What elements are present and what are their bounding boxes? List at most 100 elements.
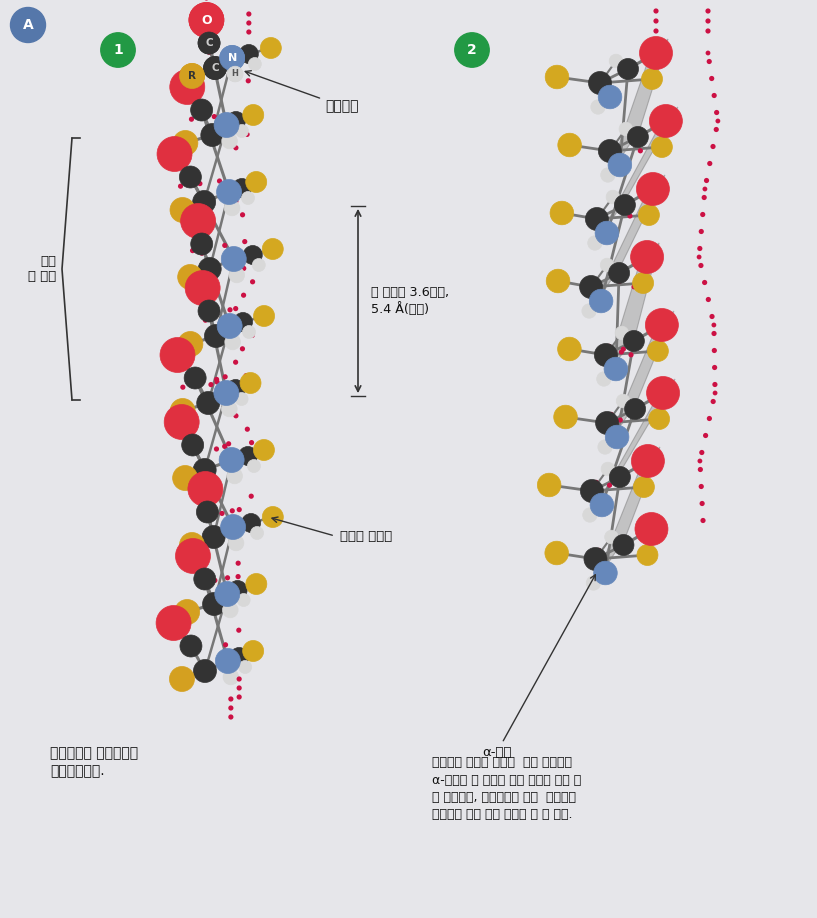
Text: 2: 2 xyxy=(467,43,477,57)
Circle shape xyxy=(100,33,135,67)
Circle shape xyxy=(596,372,611,386)
Point xyxy=(246,274,259,289)
Point xyxy=(231,516,244,531)
Circle shape xyxy=(202,525,225,548)
Point xyxy=(708,88,721,103)
Circle shape xyxy=(228,535,244,551)
Circle shape xyxy=(589,289,613,313)
Circle shape xyxy=(248,58,261,71)
Circle shape xyxy=(237,594,250,607)
Point xyxy=(603,339,616,353)
Circle shape xyxy=(558,337,581,361)
Point xyxy=(210,372,223,386)
Circle shape xyxy=(169,666,194,691)
Circle shape xyxy=(633,476,654,498)
Point xyxy=(225,700,238,715)
Circle shape xyxy=(600,168,615,182)
Point xyxy=(694,258,708,273)
Text: R: R xyxy=(188,71,196,81)
Circle shape xyxy=(194,568,216,590)
Circle shape xyxy=(190,99,212,121)
Point xyxy=(239,181,252,196)
Circle shape xyxy=(262,507,283,528)
Circle shape xyxy=(243,326,256,339)
Point xyxy=(194,176,207,191)
Circle shape xyxy=(221,133,238,149)
Circle shape xyxy=(220,46,244,71)
Point xyxy=(624,347,637,362)
Text: 수소결합: 수소결합 xyxy=(245,71,359,113)
Circle shape xyxy=(157,137,192,172)
Circle shape xyxy=(227,66,243,82)
Circle shape xyxy=(221,514,246,540)
Point xyxy=(203,45,216,60)
Circle shape xyxy=(601,462,614,476)
Circle shape xyxy=(604,357,627,381)
Point xyxy=(707,140,720,154)
Point xyxy=(200,0,213,6)
Circle shape xyxy=(253,306,275,327)
Point xyxy=(615,344,628,359)
Point xyxy=(623,208,636,223)
Circle shape xyxy=(246,172,266,193)
Point xyxy=(614,413,627,428)
Circle shape xyxy=(214,113,239,138)
Point xyxy=(703,54,716,69)
Circle shape xyxy=(243,641,264,662)
Point xyxy=(219,369,232,384)
Point xyxy=(244,489,257,504)
Circle shape xyxy=(596,411,618,434)
Circle shape xyxy=(198,300,220,322)
Circle shape xyxy=(538,473,561,497)
Point xyxy=(650,24,663,39)
Point xyxy=(700,174,713,188)
Circle shape xyxy=(180,635,202,657)
Circle shape xyxy=(615,326,628,340)
Circle shape xyxy=(194,659,217,682)
Circle shape xyxy=(587,236,602,251)
Point xyxy=(239,315,252,330)
Circle shape xyxy=(558,133,582,157)
Circle shape xyxy=(591,100,605,114)
Circle shape xyxy=(579,275,603,298)
Circle shape xyxy=(636,173,669,206)
Point xyxy=(231,569,244,584)
Text: 펩타이드 평면은 나선과  대략 평행이며
α-탄소가 이 평면의 경첩 역할을 하고 있
는 형태인데, 나선구조는 이런  펩타이드
평면들이 쌓여 있는 : 펩타이드 평면은 나선과 대략 평행이며 α-탄소가 이 평면의 경첩 역할을 … xyxy=(432,756,581,822)
Circle shape xyxy=(243,105,264,126)
Point xyxy=(232,556,245,571)
Circle shape xyxy=(224,200,240,216)
Circle shape xyxy=(608,153,632,177)
Point xyxy=(706,309,719,324)
Circle shape xyxy=(645,308,678,341)
Circle shape xyxy=(650,105,682,138)
Point xyxy=(216,506,229,521)
Point xyxy=(602,409,615,424)
Circle shape xyxy=(189,3,224,38)
Circle shape xyxy=(216,648,240,674)
Circle shape xyxy=(230,647,248,666)
Point xyxy=(211,375,224,389)
Circle shape xyxy=(11,7,46,42)
Point xyxy=(234,449,247,464)
Circle shape xyxy=(637,544,658,565)
Circle shape xyxy=(614,195,636,216)
Point xyxy=(702,24,715,39)
Point xyxy=(710,106,723,120)
Circle shape xyxy=(647,341,668,362)
Circle shape xyxy=(649,409,670,430)
Point xyxy=(617,341,630,356)
Point xyxy=(243,25,256,39)
Polygon shape xyxy=(604,243,659,381)
Circle shape xyxy=(160,338,195,373)
Polygon shape xyxy=(593,447,660,585)
Point xyxy=(230,409,243,423)
Circle shape xyxy=(635,512,668,545)
Circle shape xyxy=(176,539,211,574)
Point xyxy=(698,275,711,290)
Point xyxy=(176,380,190,395)
Circle shape xyxy=(229,267,244,283)
Circle shape xyxy=(638,205,659,226)
Circle shape xyxy=(243,245,262,264)
Circle shape xyxy=(641,69,663,89)
Point xyxy=(708,377,721,392)
